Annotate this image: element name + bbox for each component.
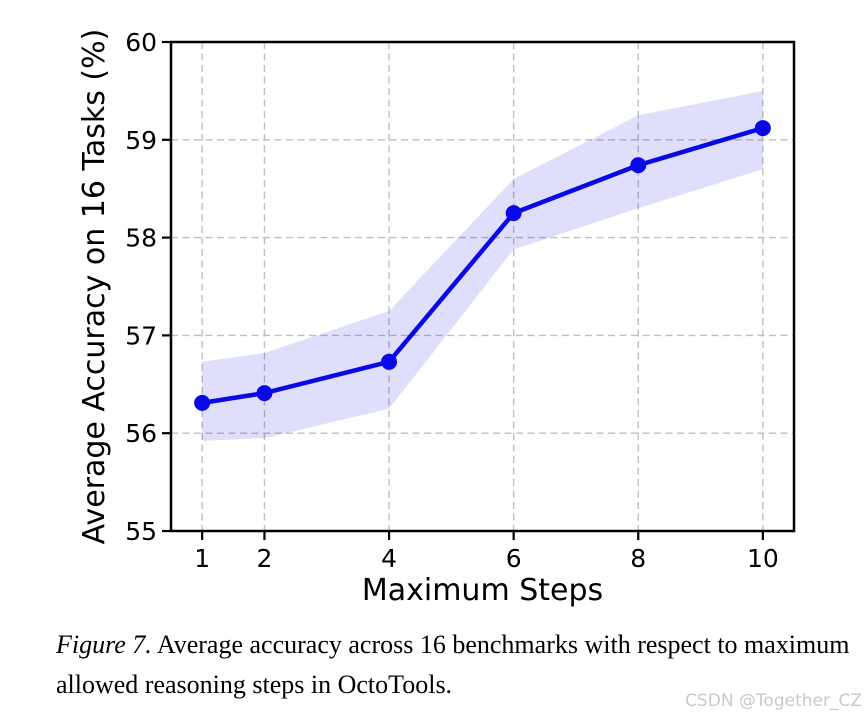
figure-chart-area: 1 2 4 6 8 10 55 56 57 58 59 60 Maximum Steps Average … — [77, 28, 796, 608]
figure-caption: Figure 7. Average accuracy across 16 ben… — [56, 625, 858, 705]
figure-caption-label: Figure 7. — [56, 630, 152, 659]
data-point — [754, 120, 771, 137]
y-tick-label: 60 — [125, 28, 157, 57]
y-tick-label: 59 — [125, 126, 157, 155]
x-tick-label: 1 — [194, 544, 210, 573]
y-axis-label: Average Accuracy on 16 Tasks (%) — [77, 29, 112, 545]
y-tick-label: 56 — [125, 419, 157, 448]
confidence-band — [202, 90, 763, 442]
x-tick-label: 8 — [630, 544, 646, 573]
data-point — [630, 157, 647, 174]
data-point — [505, 205, 522, 222]
x-tick-label: 6 — [506, 544, 522, 573]
y-tick-label: 55 — [125, 517, 157, 546]
watermark-text: CSDN @Together_CZ — [685, 691, 862, 711]
data-point — [256, 385, 273, 402]
x-tick-label: 10 — [747, 544, 779, 573]
figure-caption-text: Average accuracy across 16 benchmarks wi… — [56, 630, 850, 699]
data-point — [381, 353, 398, 370]
plot-border — [169, 40, 796, 533]
y-tick-label: 58 — [125, 224, 157, 253]
y-tick-label: 57 — [125, 321, 157, 350]
accuracy-vs-steps-line-chart: 1 2 4 6 8 10 55 56 57 58 59 60 Maximum Steps Average … — [77, 28, 796, 608]
data-line — [199, 125, 766, 406]
x-tick-label: 4 — [381, 544, 397, 573]
data-point — [194, 394, 211, 411]
x-axis-label: Maximum Steps — [362, 573, 603, 608]
x-tick-label: 2 — [256, 544, 272, 573]
